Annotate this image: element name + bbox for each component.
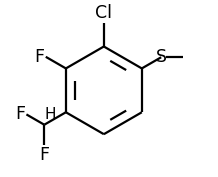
Text: H: H [45,107,56,122]
Text: F: F [34,48,44,66]
Text: S: S [156,48,167,66]
Text: F: F [15,105,25,123]
Text: F: F [39,146,49,164]
Text: Cl: Cl [95,4,112,22]
